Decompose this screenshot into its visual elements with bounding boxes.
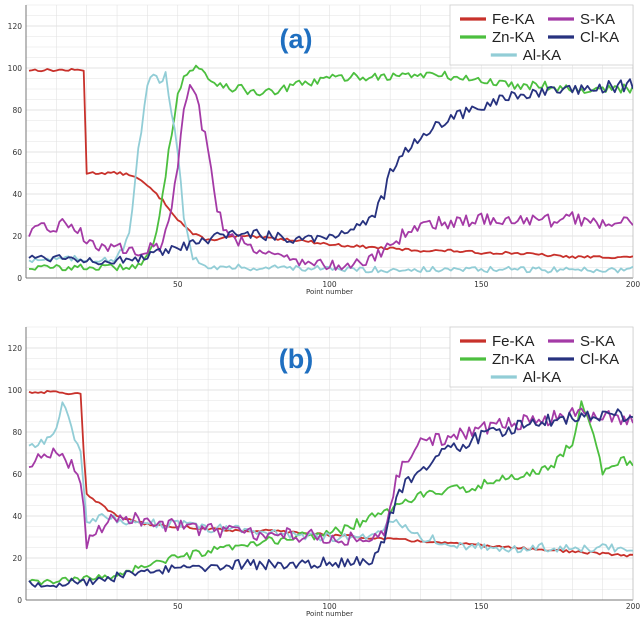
legend-label: Cl-KA [580,29,619,46]
panel-label: (b) [279,344,313,374]
series-line-cl-ka [28,408,633,588]
legend-label: Al-KA [523,47,561,64]
y-tick-label: 80 [12,106,22,115]
y-tick-label: 20 [12,232,22,241]
x-tick-label: 200 [626,602,640,611]
legend-item-zn-ka: Zn-KA [460,29,535,46]
legend-item-al-ka: Al-KA [490,369,561,386]
series-line-s-ka [28,84,633,271]
y-tick-label: 0 [17,596,22,605]
legend-label: Zn-KA [492,351,535,368]
y-tick-label: 120 [8,344,23,353]
legend-item-cl-ka: Cl-KA [548,29,619,46]
legend-label: S-KA [580,11,615,28]
y-tick-label: 0 [17,274,22,283]
legend-label: Al-KA [523,369,561,386]
legend-item-s-ka: S-KA [548,333,615,350]
x-axis-label: Point number [306,610,353,618]
legend-item-s-ka: S-KA [548,11,615,28]
series-line-s-ka [28,407,633,550]
panel-label: (a) [280,24,313,54]
legend-item-zn-ka: Zn-KA [460,351,535,368]
x-tick-label: 150 [474,602,489,611]
legend-label: Cl-KA [580,351,619,368]
legend-item-cl-ka: Cl-KA [548,351,619,368]
legend-label: Fe-KA [492,11,535,28]
series-group [28,390,633,588]
y-tick-label: 40 [12,512,22,521]
series-group [28,64,633,274]
legend-label: S-KA [580,333,615,350]
x-tick-label: 150 [474,280,489,289]
y-tick-label: 20 [12,554,22,563]
legend-item-fe-ka: Fe-KA [460,333,535,350]
panel-a: 0 20 40 60 80 100 120 50 100 150 200 Point number (a… [8,4,640,296]
x-axis-label: Point number [306,288,353,296]
series-line-cl-ka [28,78,633,266]
legend-item-fe-ka: Fe-KA [460,11,535,28]
x-tick-label: 50 [173,280,183,289]
x-tick-label: 100 [322,602,337,611]
legend-box [449,4,634,66]
series-line-al-ka [28,71,633,274]
series-line-fe-ka [28,68,633,260]
panel-b: 0 20 40 60 80 100 120 50 100 150 200 Point number (b… [8,326,640,618]
x-tick-label: 200 [626,280,640,289]
y-tick-label: 100 [8,64,23,73]
y-tick-label: 40 [12,190,22,199]
y-tick-label: 120 [8,22,23,31]
y-tick-label: 100 [8,386,23,395]
legend-label: Zn-KA [492,29,535,46]
legend-label: Fe-KA [492,333,535,350]
x-tick-label: 50 [173,602,183,611]
series-line-zn-ka [28,64,633,272]
legend-item-al-ka: Al-KA [490,47,561,64]
x-tick-label: 100 [322,280,337,289]
y-tick-label: 80 [12,428,22,437]
y-tick-label: 60 [12,148,22,157]
legend-box [449,326,634,388]
y-tick-label: 60 [12,470,22,479]
